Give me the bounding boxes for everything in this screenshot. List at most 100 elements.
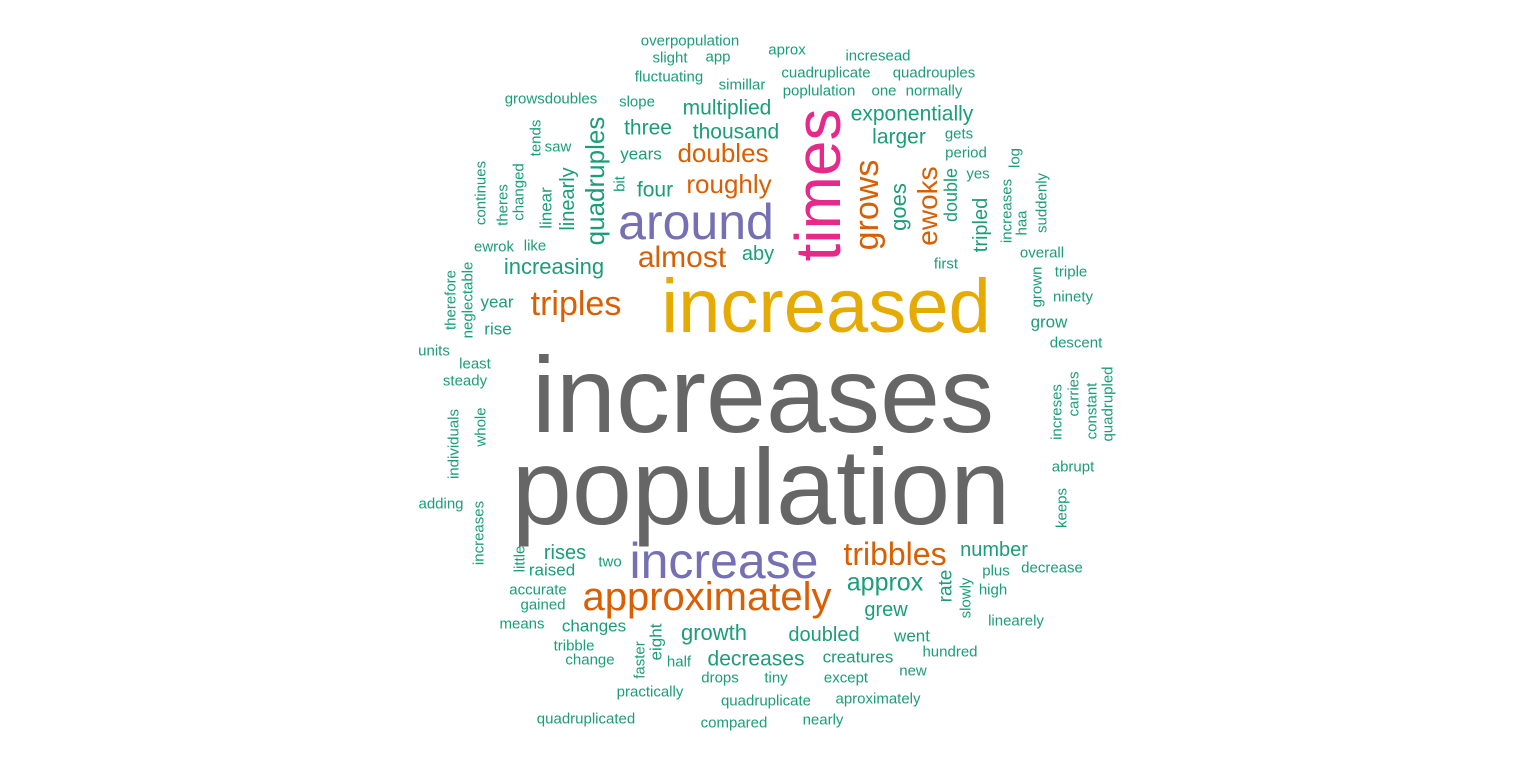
word-population: population — [511, 426, 1011, 547]
word-increasing: increasing — [503, 254, 605, 279]
word-simillar: simillar — [718, 76, 766, 94]
word-change: change — [565, 651, 615, 669]
word-constant: constant — [1083, 382, 1101, 440]
word-hundred: hundred — [922, 643, 978, 661]
word-little: little — [511, 545, 529, 573]
word-years: years — [620, 144, 662, 164]
word-adding: adding — [418, 495, 464, 513]
word-log: log — [1006, 147, 1024, 169]
word-ninety: ninety — [1052, 288, 1094, 306]
word-new: new — [899, 662, 927, 680]
word-suddenly: suddenly — [1033, 172, 1051, 234]
word-grown: grown — [1028, 266, 1046, 308]
word-normally: normally — [905, 82, 963, 100]
word-larger: larger — [872, 125, 926, 149]
word-eight: eight — [646, 623, 666, 661]
word-linearly: linearly — [557, 167, 579, 231]
word-aproximately: aproximately — [835, 690, 921, 708]
word-linear: linear — [536, 187, 556, 229]
word-accurate: accurate — [509, 581, 567, 599]
word-changes: changes — [561, 616, 627, 636]
word-except: except — [823, 669, 869, 687]
word-increses: increses — [1048, 384, 1066, 440]
word-yes: yes — [966, 165, 990, 183]
word-ewrok: ewrok — [473, 238, 515, 256]
word-first: first — [933, 255, 959, 273]
word-grow: grow — [1030, 312, 1068, 332]
word-quadrupled: quadrupled — [1099, 366, 1117, 442]
word-increases: increases — [998, 178, 1016, 244]
word-roughly: roughly — [686, 169, 772, 199]
word-decreases: decreases — [707, 647, 805, 671]
word-aby: aby — [741, 243, 775, 265]
word-carries: carries — [1065, 371, 1083, 417]
word-multiplied: multiplied — [682, 96, 772, 120]
word-overall: overall — [1019, 244, 1065, 262]
word-raised: raised — [528, 560, 576, 580]
word-growsdoubles: growsdoubles — [504, 90, 598, 108]
word-gained: gained — [520, 596, 566, 614]
word-haa: haa — [1013, 210, 1031, 236]
word-doubled: doubled — [788, 624, 860, 646]
word-saw: saw — [544, 138, 572, 156]
word-four: four — [636, 178, 674, 202]
word-year: year — [480, 292, 514, 312]
word-tribbles: tribbles — [843, 536, 947, 572]
word-almost: almost — [637, 241, 727, 274]
word-individuals: individuals — [445, 408, 463, 480]
word-poplulation: poplulation — [782, 82, 856, 100]
word-quadruples: quadruples — [580, 116, 610, 246]
word-slowly: slowly — [957, 577, 975, 619]
word-increases: increases — [531, 334, 995, 455]
word-quadrouples: quadrouples — [892, 64, 976, 82]
word-rise: rise — [484, 319, 512, 339]
word-approximately: approximately — [582, 575, 832, 619]
word-means: means — [499, 615, 545, 633]
word-drops: drops — [701, 669, 739, 687]
word-three: three — [624, 116, 672, 140]
word-abrupt: abrupt — [1051, 458, 1095, 476]
word-triple: triple — [1054, 263, 1088, 281]
word-practically: practically — [616, 683, 684, 701]
word-half: half — [666, 653, 692, 671]
word-quadruplicated: quadruplicated — [536, 710, 636, 728]
word-quadruplicate: quadruplicate — [720, 692, 812, 710]
word-therefore: therefore — [442, 269, 460, 331]
word-tiny: tiny — [764, 669, 788, 687]
word-nearly: nearly — [802, 711, 844, 729]
word-plus: plus — [982, 562, 1010, 580]
word-changed: changed — [510, 163, 528, 221]
word-doubles: doubles — [677, 138, 769, 168]
word-goes: goes — [886, 183, 911, 231]
word-triples: triples — [530, 285, 622, 323]
word-period: period — [945, 144, 987, 162]
word-tends: tends — [527, 119, 545, 157]
word-like: like — [523, 237, 547, 255]
word-grows: grows — [848, 159, 886, 251]
word-grew: grew — [864, 599, 908, 621]
word-app: app — [705, 48, 731, 66]
word-slope: slope — [619, 93, 655, 111]
word-increase: increase — [629, 533, 819, 589]
word-rises: rises — [543, 542, 587, 564]
word-slight: slight — [652, 49, 688, 67]
word-neglectable: neglectable — [459, 261, 477, 339]
word-increased: increased — [661, 264, 991, 349]
word-thousand: thousand — [692, 120, 780, 144]
word-tribble: tribble — [553, 637, 595, 655]
word-tripled: tripled — [970, 197, 992, 253]
word-creatures: creatures — [822, 647, 894, 667]
word-compared: compared — [700, 714, 768, 732]
word-increases: increases — [470, 500, 488, 566]
word-steady: steady — [442, 372, 488, 390]
word-theres: theres — [494, 184, 512, 226]
word-gets: gets — [944, 125, 974, 143]
word-incresead: incresead — [845, 47, 911, 65]
word-faster: faster — [631, 641, 649, 679]
word-two: two — [598, 553, 622, 571]
word-growth: growth — [680, 620, 748, 645]
word-high: high — [978, 581, 1008, 599]
word-whole: whole — [472, 407, 490, 447]
word-times: times — [782, 108, 854, 262]
word-decrease: decrease — [1021, 559, 1083, 577]
